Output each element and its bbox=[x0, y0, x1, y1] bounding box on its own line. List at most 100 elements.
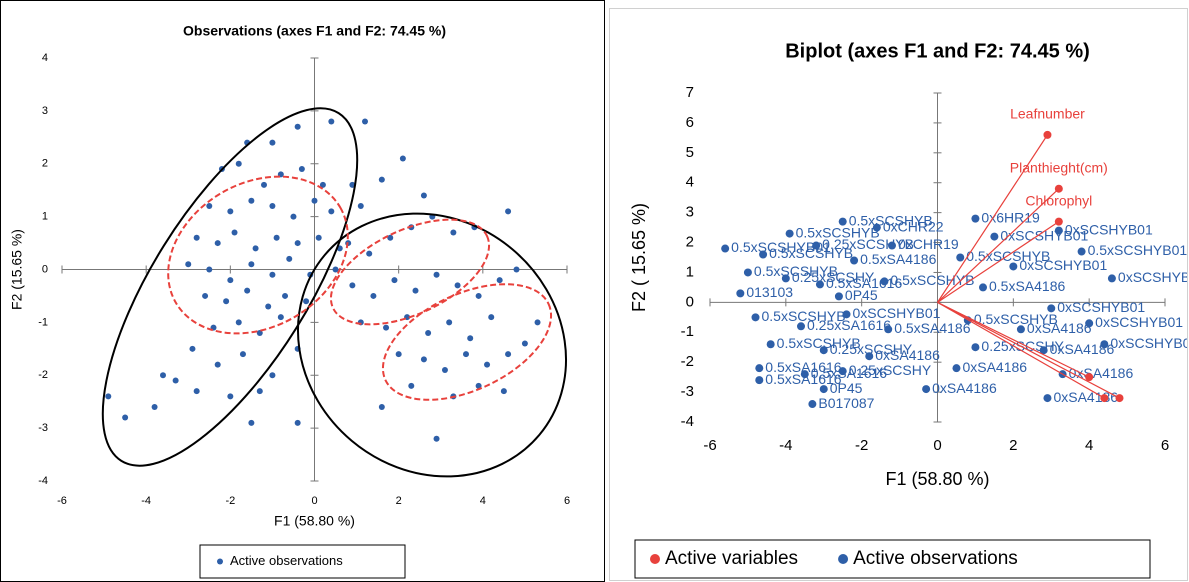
point bbox=[256, 388, 263, 395]
observation-point bbox=[1039, 346, 1048, 355]
observation-label: 0xSCSHYB01 bbox=[1095, 314, 1183, 330]
legend-marker bbox=[838, 554, 849, 564]
point bbox=[446, 319, 453, 326]
observation-label: 0xSA4186 bbox=[1050, 341, 1115, 357]
point bbox=[315, 234, 322, 241]
observation-point bbox=[1107, 274, 1116, 283]
x-tick-label: 2 bbox=[1009, 437, 1017, 454]
right-panel-frame bbox=[609, 8, 1188, 581]
observation-label: 0P45 bbox=[845, 287, 878, 303]
x-tick-label: -6 bbox=[703, 437, 716, 454]
point bbox=[248, 197, 255, 204]
observation-label: 013103 bbox=[746, 284, 793, 300]
y-tick-label: 1 bbox=[686, 263, 694, 280]
variable-point bbox=[1115, 394, 1124, 403]
x-tick-label: -6 bbox=[57, 495, 67, 507]
y-tick-label: -3 bbox=[681, 383, 694, 400]
observation-point bbox=[1009, 262, 1018, 271]
plot-area bbox=[105, 118, 541, 442]
point bbox=[454, 282, 461, 289]
point bbox=[206, 203, 213, 210]
observation-point bbox=[1085, 319, 1094, 328]
y-tick-label: 6 bbox=[686, 114, 694, 131]
legend-box bbox=[634, 539, 1151, 579]
observation-point bbox=[1043, 394, 1052, 403]
variable-point bbox=[1054, 217, 1063, 226]
point bbox=[248, 261, 255, 268]
point bbox=[269, 139, 276, 146]
point bbox=[488, 314, 495, 321]
point bbox=[463, 351, 469, 358]
point bbox=[484, 361, 491, 368]
left-panel-frame bbox=[0, 0, 605, 582]
observation-label: 0.5xSA4186 bbox=[894, 320, 970, 336]
point bbox=[362, 118, 368, 125]
point bbox=[450, 229, 457, 236]
point bbox=[239, 351, 246, 358]
point bbox=[235, 160, 242, 167]
point bbox=[294, 123, 301, 130]
point bbox=[378, 176, 385, 183]
variable-vector bbox=[937, 301, 1120, 399]
mean-ellipse bbox=[329, 218, 491, 326]
point bbox=[223, 298, 230, 305]
point bbox=[441, 366, 448, 373]
mean-ellipse bbox=[167, 175, 349, 335]
point bbox=[475, 382, 482, 389]
y-tick-label: 3 bbox=[42, 105, 48, 117]
observation-point bbox=[1054, 226, 1063, 235]
observation-label: 0xSA4186 bbox=[1027, 320, 1092, 336]
observation-point bbox=[759, 250, 768, 259]
observation-label: 0xSA4186 bbox=[1069, 365, 1134, 381]
observation-point bbox=[838, 217, 847, 226]
observation-label: 0xSCSHYB01 bbox=[1118, 269, 1189, 285]
plot-area: 0.5xSCSHYB010.5xSCSHYB0.5xSCSHYB0.5xSCSH… bbox=[721, 106, 1189, 411]
observation-point bbox=[808, 400, 817, 409]
observation-point bbox=[785, 229, 794, 238]
point bbox=[349, 282, 356, 289]
point bbox=[214, 240, 221, 247]
point bbox=[370, 292, 377, 299]
point bbox=[160, 372, 166, 379]
variable-point bbox=[1043, 130, 1052, 139]
observation-label: 0.5xSA4186 bbox=[860, 251, 936, 267]
point bbox=[290, 213, 297, 220]
point bbox=[294, 240, 301, 247]
x-tick-label: 6 bbox=[564, 495, 570, 507]
legend-marker bbox=[650, 554, 660, 564]
point bbox=[328, 208, 335, 215]
observation-label: 0.5xSA1616 bbox=[765, 371, 841, 387]
point bbox=[534, 319, 541, 326]
point bbox=[294, 419, 301, 426]
y-tick-label: 7 bbox=[686, 84, 694, 101]
variable-point bbox=[1054, 184, 1063, 193]
point bbox=[303, 298, 310, 305]
observations-chart: Observations (axes F1 and F2: 74.45 %) F1… bbox=[9, 23, 570, 579]
point bbox=[500, 388, 507, 395]
chart-title: Observations (axes F1 and F2: 74.45 %) bbox=[183, 23, 446, 39]
y-tick-label: -4 bbox=[38, 475, 48, 487]
y-tick-label: 2 bbox=[42, 158, 48, 170]
y-tick-label: 0 bbox=[686, 293, 694, 310]
x-tick-label: 0 bbox=[311, 495, 317, 507]
point bbox=[319, 181, 326, 188]
variable-vector bbox=[936, 134, 1048, 303]
x-tick-label: -2 bbox=[225, 495, 235, 507]
observation-label: 0.25xSCSHY bbox=[830, 341, 913, 357]
point bbox=[328, 118, 335, 125]
x-tick-label: 2 bbox=[396, 495, 402, 507]
observation-point bbox=[800, 370, 809, 379]
group-ellipse bbox=[101, 107, 359, 467]
point bbox=[395, 351, 402, 358]
variable-vector bbox=[937, 301, 1105, 399]
observation-point bbox=[888, 241, 896, 250]
observation-point bbox=[842, 310, 851, 319]
y-axis-label: F2 ( 15.65 %) bbox=[629, 203, 649, 312]
point bbox=[412, 287, 419, 294]
observation-point bbox=[1016, 325, 1025, 334]
point bbox=[366, 250, 373, 257]
point bbox=[467, 335, 474, 342]
observation-label: 0.25xSCSHY bbox=[849, 362, 932, 378]
x-axis-label: F1 (58.80 %) bbox=[274, 513, 355, 529]
